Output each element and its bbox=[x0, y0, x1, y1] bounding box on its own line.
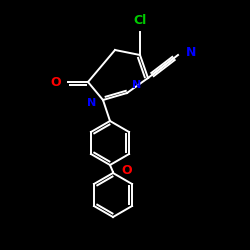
Text: O: O bbox=[121, 164, 132, 177]
Text: O: O bbox=[50, 76, 61, 88]
Text: N: N bbox=[186, 46, 196, 60]
Text: N: N bbox=[87, 98, 96, 108]
Text: Cl: Cl bbox=[134, 14, 146, 27]
Text: N: N bbox=[132, 80, 141, 90]
